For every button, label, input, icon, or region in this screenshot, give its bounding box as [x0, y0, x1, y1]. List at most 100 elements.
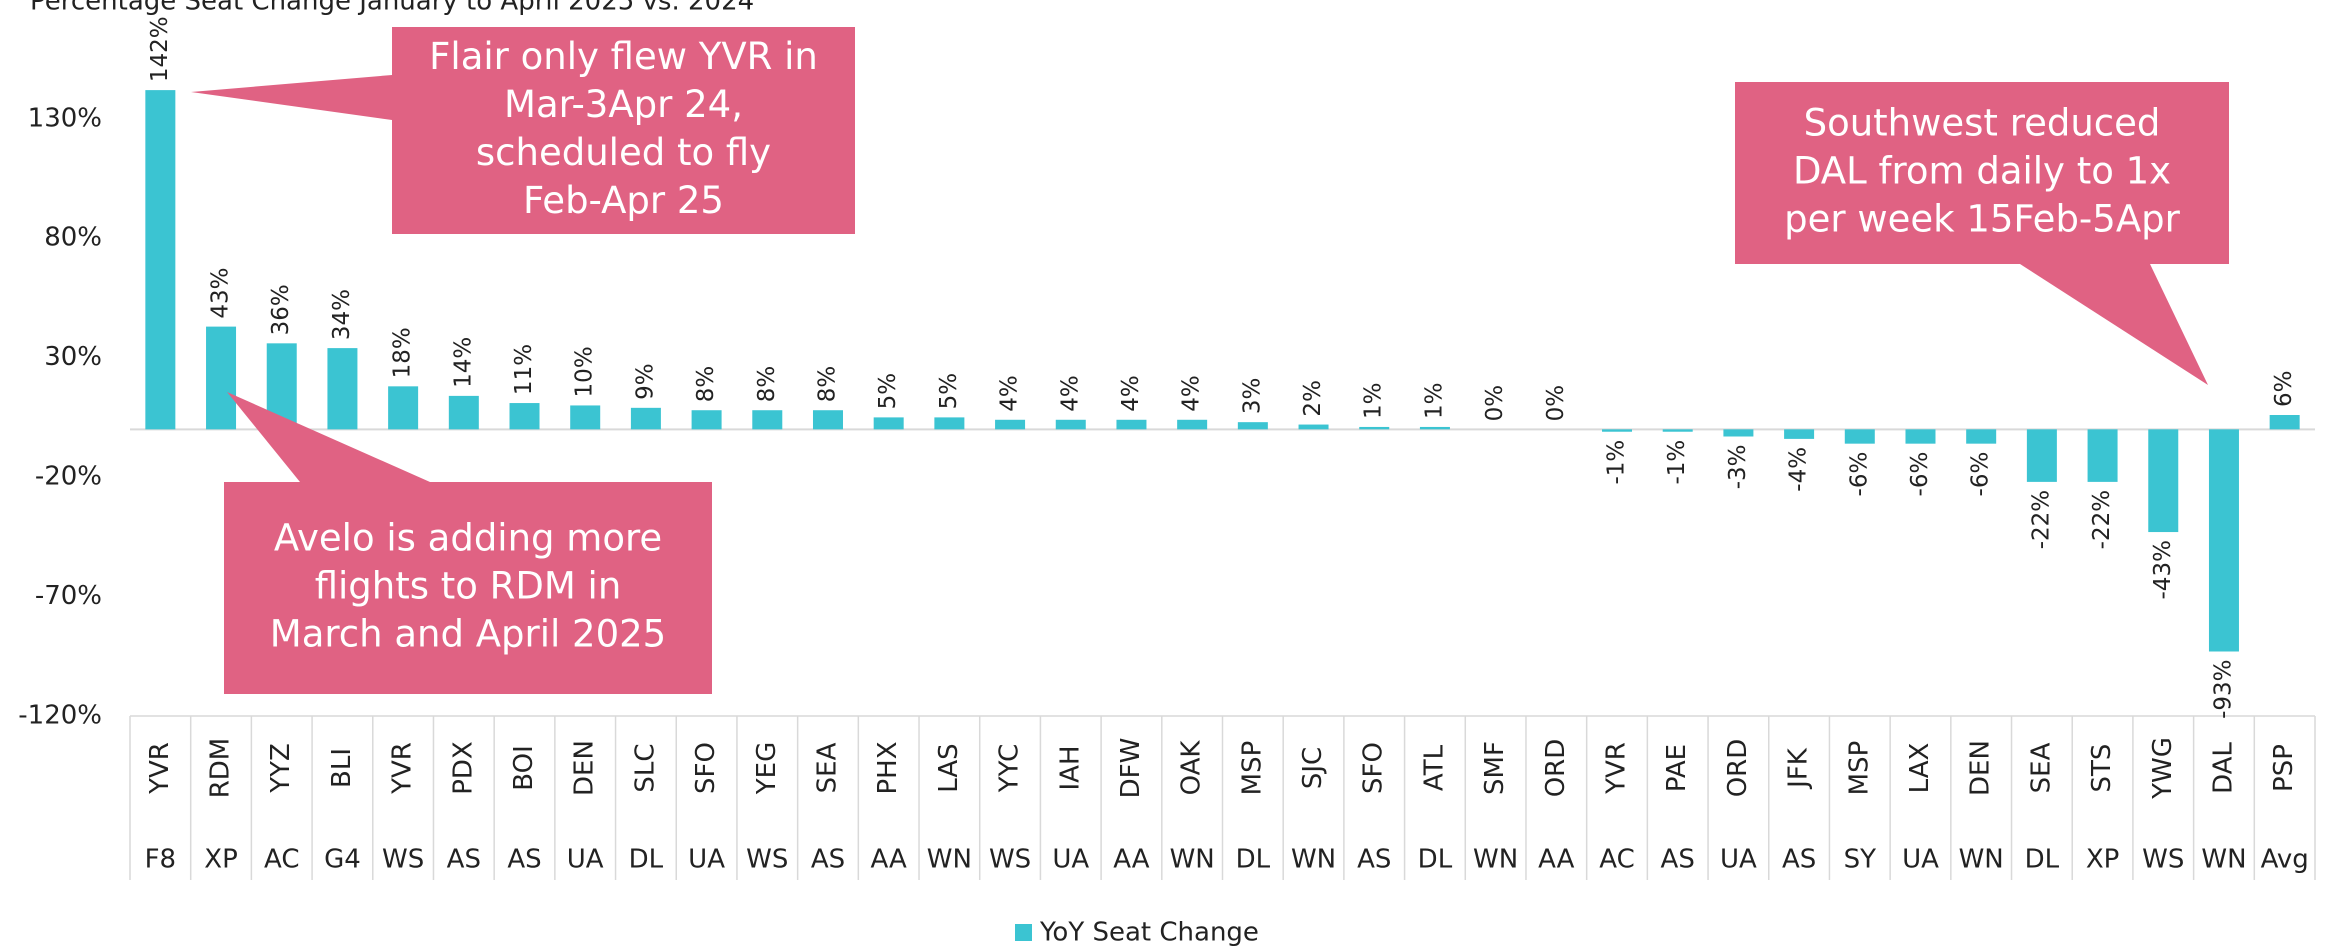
x-tick-label: PSP	[2269, 744, 2299, 792]
value-label: 5%	[875, 373, 901, 410]
value-label: -6%	[1968, 452, 1994, 497]
x-group-label: UA	[1902, 845, 1939, 875]
x-tick-label: JFK	[1784, 747, 1814, 790]
callout: Flair only flew YVR in Mar-3Apr 24, schedu…	[191, 27, 855, 234]
x-group-label: WN	[1291, 845, 1336, 875]
x-group-label: AS	[507, 845, 541, 875]
value-label: -93%	[2210, 660, 2236, 719]
x-group-label: WN	[1473, 845, 1518, 875]
x-group-label: AA	[871, 845, 908, 875]
x-group-label: G4	[324, 845, 361, 875]
y-tick-label: -20%	[35, 462, 102, 492]
x-group-label: AA	[1538, 845, 1575, 875]
x-group-label: WN	[1959, 845, 2004, 875]
y-tick-label: -120%	[18, 701, 102, 731]
callout-text: Southwest reduced	[1804, 102, 2161, 145]
value-label: 4%	[1057, 375, 1083, 412]
callout-pointer	[2020, 264, 2208, 385]
x-tick-label: ORD	[1723, 739, 1753, 798]
bar	[2026, 429, 2057, 482]
value-label: -43%	[2150, 540, 2176, 599]
bar	[1723, 429, 1754, 437]
value-label: 4%	[997, 375, 1023, 412]
bar	[1844, 429, 1875, 444]
value-label: -6%	[1907, 452, 1933, 497]
value-label: -22%	[2028, 490, 2054, 549]
x-tick-label: SEA	[812, 742, 842, 793]
value-label: 1%	[1421, 382, 1447, 419]
x-tick-label: SJC	[1298, 747, 1328, 789]
x-tick-label: DEN	[1966, 740, 1996, 796]
x-tick-label: YVR	[1602, 742, 1632, 795]
x-group-label: WN	[927, 845, 972, 875]
x-group-label: Avg	[2261, 845, 2309, 875]
value-label: 5%	[936, 373, 962, 410]
callout: Avelo is adding more flights to RDM in Mar…	[224, 392, 712, 694]
x-group-label: AS	[1661, 845, 1695, 875]
value-label: 9%	[632, 363, 658, 400]
x-group-label: DL	[1418, 845, 1453, 875]
callout-box	[1735, 82, 2229, 264]
x-tick-label: PDX	[448, 741, 478, 795]
x-group-label: UA	[688, 845, 725, 875]
bar	[2087, 429, 2118, 482]
x-tick-label: MSP	[1844, 741, 1874, 796]
callout-text: scheduled to fly	[476, 131, 771, 174]
bar	[1905, 429, 1936, 444]
value-label: 0%	[1543, 385, 1569, 422]
callout-text: flights to RDM in	[315, 565, 622, 608]
x-tick-label: BOI	[509, 745, 539, 791]
y-tick-label: 80%	[44, 223, 102, 253]
callout-text: Feb-Apr 25	[523, 179, 724, 222]
value-label: 34%	[329, 289, 355, 340]
x-group-label: XP	[2086, 845, 2120, 875]
value-label: 142%	[147, 16, 173, 82]
value-label: 11%	[511, 344, 537, 395]
bar	[1177, 419, 1208, 430]
callout-text: March and April 2025	[270, 613, 666, 656]
callout-text: Flair only flew YVR in	[429, 35, 818, 78]
x-tick-label: SFO	[691, 742, 721, 794]
x-group-label: AC	[264, 845, 299, 875]
value-label: -22%	[2089, 490, 2115, 549]
x-tick-label: YWG	[2148, 737, 2178, 800]
x-tick-label: OAK	[1177, 740, 1207, 796]
callout-text: Mar-3Apr 24,	[504, 83, 743, 126]
x-tick-label: IAH	[1055, 745, 1085, 790]
bar	[448, 395, 479, 430]
x-group-label: DL	[629, 845, 664, 875]
value-label: 14%	[450, 337, 476, 388]
x-group-label: WS	[382, 845, 424, 875]
x-tick-label: PHX	[873, 741, 903, 794]
x-group-label: DL	[2025, 845, 2060, 875]
value-label: 4%	[1118, 375, 1144, 412]
callout-pointer	[191, 75, 392, 120]
value-label: 3%	[1239, 378, 1265, 415]
value-label: -1%	[1604, 440, 1630, 485]
bar	[206, 326, 237, 430]
bar	[630, 407, 661, 430]
value-label: -6%	[1846, 452, 1872, 497]
x-group-label: AS	[1357, 845, 1391, 875]
callout-box	[224, 482, 712, 694]
bar	[2269, 415, 2300, 430]
x-tick-label: DAL	[2208, 742, 2238, 794]
x-group-label: WS	[989, 845, 1031, 875]
x-group-label: DL	[1236, 845, 1271, 875]
bar	[691, 410, 722, 430]
x-tick-label: YYC	[995, 744, 1025, 794]
legend-label: YoY Seat Change	[1039, 918, 1259, 948]
x-tick-label: SEA	[2026, 742, 2056, 793]
bar	[1419, 426, 1450, 430]
x-tick-label: DFW	[1116, 738, 1146, 799]
x-tick-label: SMF	[1480, 741, 1510, 795]
bar	[752, 410, 783, 430]
x-tick-label: YVR	[388, 742, 418, 795]
x-tick-label: YYZ	[266, 743, 296, 794]
x-group-label: UA	[1720, 845, 1757, 875]
x-tick-label: DEN	[570, 740, 600, 796]
bar	[327, 348, 358, 430]
bar	[145, 90, 176, 430]
value-label: 1%	[1361, 382, 1387, 419]
